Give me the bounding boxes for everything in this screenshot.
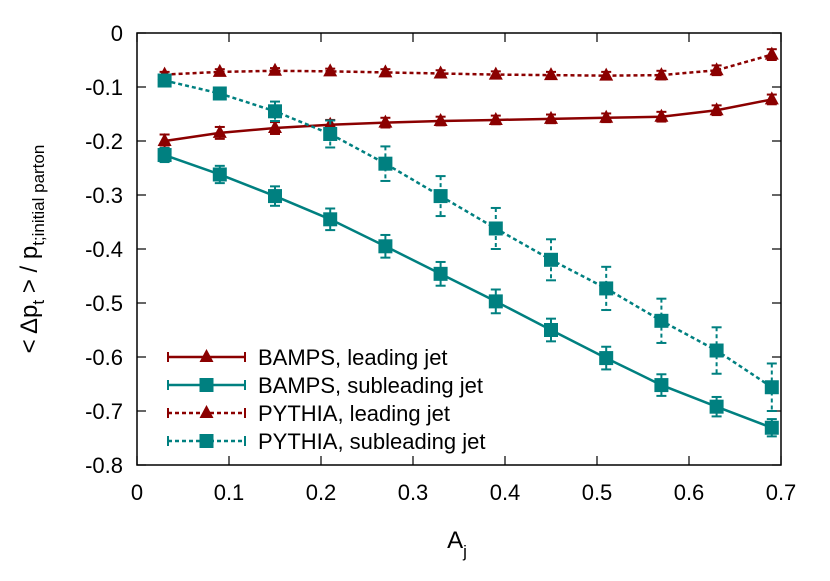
data-point (488, 66, 503, 80)
data-point (268, 62, 282, 76)
legend-marker (199, 405, 214, 418)
data-point (544, 252, 558, 267)
y-axis-label-mid: > / p (16, 246, 43, 300)
data-point (157, 133, 172, 146)
data-point (212, 124, 227, 138)
data-point (212, 167, 227, 182)
data-point (709, 343, 724, 358)
legend-label: BAMPS, subleading jet (258, 373, 483, 398)
legend-entry-1: BAMPS, subleading jet (167, 373, 483, 398)
data-point (433, 189, 448, 204)
legend-label: PYTHIA, subleading jet (258, 429, 485, 454)
data-point (544, 323, 558, 337)
x-axis-label-sub: j (462, 542, 467, 561)
legend-entry-0: BAMPS, leading jet (167, 345, 448, 370)
data-point (654, 108, 669, 122)
data-point (654, 67, 669, 81)
data-point (764, 91, 779, 105)
data-point (764, 46, 779, 60)
y-tick-label: -0.8 (85, 453, 123, 478)
x-tick-label: 0.6 (674, 480, 705, 505)
data-point (157, 73, 172, 88)
data-point (544, 110, 558, 124)
data-point (212, 63, 227, 77)
data-point (599, 281, 614, 296)
series-line (164, 79, 773, 389)
legend-label: BAMPS, leading jet (258, 345, 448, 370)
data-point (709, 62, 724, 76)
legend-marker (199, 349, 214, 362)
data-point (488, 111, 503, 125)
data-point (323, 63, 338, 77)
y-axis-label-sub1: t (29, 300, 48, 305)
data-point (544, 67, 558, 81)
series-1 (157, 147, 779, 438)
data-point (599, 351, 614, 366)
series-line (164, 98, 773, 143)
y-tick-label: -0.3 (85, 183, 123, 208)
x-tick-label: 0.7 (766, 480, 797, 505)
legend-marker (199, 378, 214, 392)
legend: BAMPS, leading jet BAMPS, subleading jet P… (167, 345, 485, 454)
x-tick-label: 0.3 (398, 480, 429, 505)
series-3 (157, 73, 779, 412)
x-tick-label: 0.4 (490, 480, 521, 505)
data-point (433, 65, 448, 79)
y-axis-label-pre: < Δp (16, 305, 43, 354)
series-layer (157, 46, 779, 438)
x-tick-label: 0 (131, 480, 143, 505)
y-axis-label-sub2: t;initial parton (29, 145, 48, 246)
legend-entry-3: PYTHIA, subleading jet (167, 429, 485, 454)
data-point (433, 113, 448, 127)
data-point (378, 239, 393, 254)
series-line (164, 153, 773, 429)
data-point (654, 378, 669, 393)
data-point (268, 104, 282, 119)
series-0 (157, 91, 779, 149)
data-point (488, 221, 503, 236)
y-axis-label: < Δpt > / pt;initial parton (16, 145, 48, 354)
legend-label: PYTHIA, leading jet (258, 401, 450, 426)
legend-marker (199, 434, 214, 448)
data-point (378, 64, 393, 78)
data-point (433, 266, 448, 281)
y-tick-label: -0.6 (85, 345, 123, 370)
data-point (599, 67, 614, 81)
series-line (164, 53, 773, 77)
data-point (709, 399, 724, 414)
y-tick-label: -0.4 (85, 237, 123, 262)
series-2 (157, 46, 779, 81)
legend-entry-2: PYTHIA, leading jet (167, 401, 450, 426)
data-point (764, 420, 779, 435)
data-point (488, 294, 503, 309)
data-point (378, 114, 393, 128)
data-point (323, 126, 338, 141)
data-point (709, 102, 724, 116)
y-tick-label: -0.2 (85, 129, 123, 154)
data-point (323, 212, 338, 227)
data-point (268, 189, 282, 204)
data-point (157, 148, 172, 163)
x-tick-label: 0.2 (306, 480, 337, 505)
data-point (764, 380, 779, 395)
x-tick-label: 0.1 (214, 480, 245, 505)
x-tick-label: 0.5 (582, 480, 613, 505)
data-point (654, 313, 669, 328)
data-point (599, 109, 614, 123)
data-point (212, 86, 227, 101)
x-axis-label-main: A (447, 527, 463, 554)
y-tick-label: -0.1 (85, 75, 123, 100)
data-point (268, 120, 282, 134)
y-tick-label: 0 (111, 21, 123, 46)
axes: 0 0.1 0.2 0.3 0.4 0.5 0.6 0.7 0 -0.1 -0.2 -0.3 -0.4 -… (85, 21, 796, 505)
data-point (378, 156, 393, 171)
x-axis-label: Aj (447, 527, 467, 561)
y-tick-label: -0.5 (85, 291, 123, 316)
y-tick-label: -0.7 (85, 399, 123, 424)
